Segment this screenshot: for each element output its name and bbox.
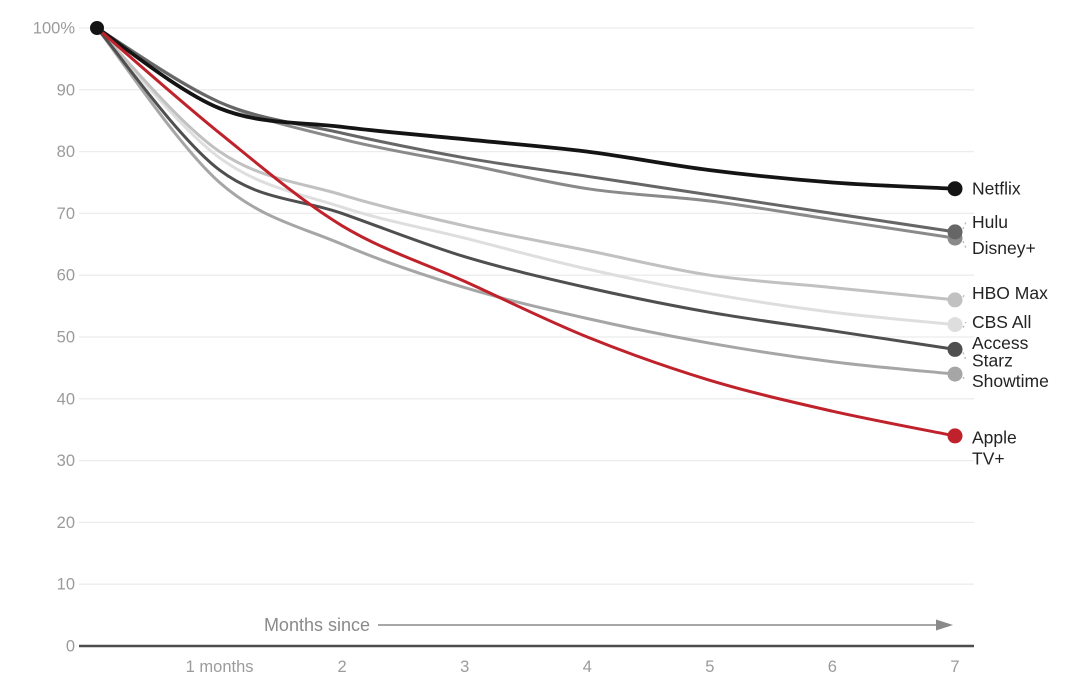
series-label-disney: Disney+ [972, 238, 1036, 258]
series-endpoint-starz [947, 341, 963, 357]
series-endpoint-apple-tv [947, 428, 963, 444]
series-leader-showtime [962, 376, 967, 382]
y-axis-label-80: 80 [57, 143, 75, 161]
series-line-disney [95, 26, 957, 240]
series-label-netflix: Netflix [972, 179, 1021, 199]
series-label-showtime: Showtime [972, 371, 1049, 391]
series-line-hbo-max [95, 26, 957, 302]
x-axis-label-7: 7 [950, 658, 959, 676]
y-axis-label-100: 100% [33, 20, 76, 38]
y-axis-label-50: 50 [57, 329, 75, 347]
y-axis-label-70: 70 [57, 205, 75, 223]
series-leader-hulu [962, 221, 967, 230]
x-axis-label-2: 2 [338, 658, 347, 676]
series-endpoint-hulu [947, 224, 963, 240]
series-endpoint-showtime [947, 366, 963, 382]
series-line-apple-tv [95, 26, 957, 438]
series-line-hulu [95, 26, 957, 234]
series-line-starz [95, 26, 957, 351]
series-label-hbo-max: HBO Max [972, 283, 1048, 303]
series-line-cbs-all-access [95, 26, 957, 327]
y-axis-label-10: 10 [57, 576, 75, 594]
series-label-cbs-all-access: CBS All Access [972, 312, 1031, 353]
series-leader-hbo-max [962, 292, 967, 298]
x-axis-label-4: 4 [583, 658, 592, 676]
series-start-point [90, 21, 104, 35]
series-endpoint-cbs-all-access [947, 317, 963, 333]
series-leader-starz [962, 352, 967, 361]
series-line-showtime [95, 26, 957, 376]
y-axis-label-90: 90 [57, 81, 75, 99]
series-leader-disney [962, 240, 967, 249]
series-label-hulu: Hulu [972, 212, 1008, 232]
series-endpoint-hbo-max [947, 292, 963, 308]
series-label-starz: Starz [972, 350, 1013, 370]
y-axis-label-40: 40 [57, 390, 75, 408]
series-leader-cbs-all-access [962, 321, 967, 328]
months-since-label: Months since [264, 615, 370, 635]
y-axis-label-30: 30 [57, 452, 75, 470]
x-axis-label-5: 5 [705, 658, 714, 676]
y-axis-label-20: 20 [57, 514, 75, 532]
x-axis-label-1: 1 months [186, 658, 254, 676]
x-axis-label-3: 3 [460, 658, 469, 676]
series-line-netflix [95, 26, 957, 191]
series-endpoint-netflix [947, 181, 963, 197]
y-axis-label-0: 0 [66, 638, 75, 656]
y-axis-label-60: 60 [57, 267, 75, 285]
x-axis-label-6: 6 [828, 658, 837, 676]
months-since-arrowhead [936, 619, 953, 631]
series-label-apple-tv: Apple TV+ [972, 427, 1017, 468]
